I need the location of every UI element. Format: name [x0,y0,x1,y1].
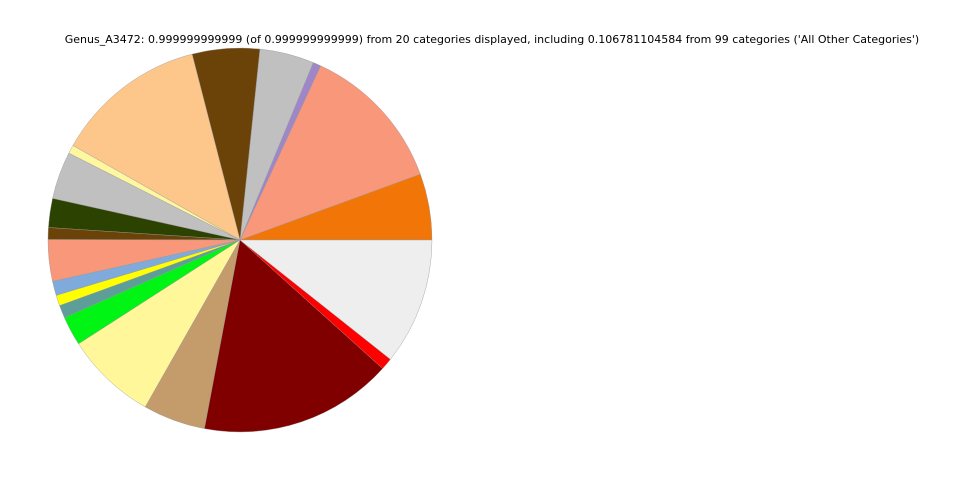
pie-slice-6 [72,53,241,241]
pie-slice-20 [239,239,433,360]
pie-slice-16 [78,239,241,408]
chart-title: Genus_A3472: 0.999999999999 (of 0.999999… [64,33,920,46]
pie-slice-18 [204,239,383,433]
pie-slice-2 [239,65,421,241]
